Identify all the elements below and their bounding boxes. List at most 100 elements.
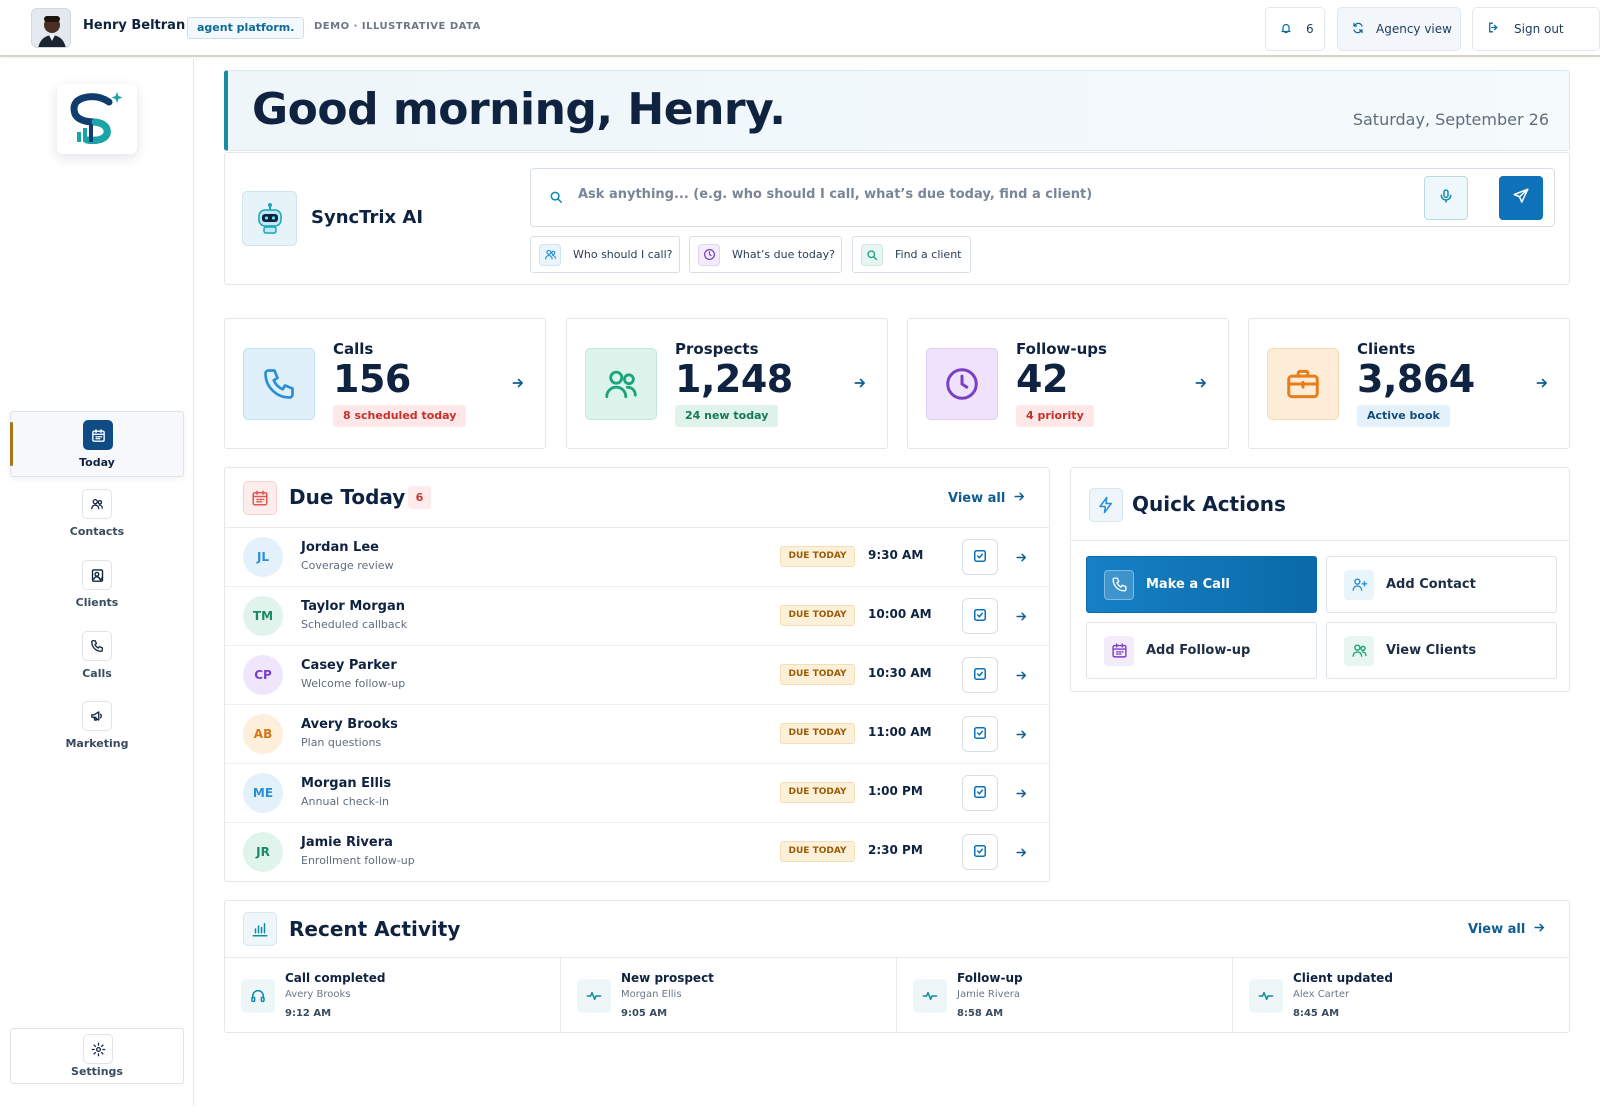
table-row[interactable]: CP Casey Parker Welcome follow-up DUE TO… — [225, 646, 1049, 705]
clock-icon — [926, 348, 998, 420]
users-icon — [539, 243, 561, 266]
table-row[interactable]: JL Jordan Lee Coverage review DUE TODAY … — [225, 528, 1049, 587]
due-time: 10:00 AM — [868, 607, 932, 621]
complete-task-button[interactable] — [962, 775, 998, 811]
sidebar-item-label: Today — [79, 456, 115, 469]
sidebar-item-label: Contacts — [69, 525, 125, 538]
table-row[interactable]: JR Jamie Rivera Enrollment follow-up DUE… — [225, 823, 1049, 881]
task-description: Enrollment follow-up — [301, 854, 415, 867]
agency-view-label: Agency view — [1376, 22, 1452, 36]
stat-label: Clients — [1357, 340, 1416, 358]
recent-activity-title: Recent Activity — [289, 917, 461, 941]
avatar: ME — [243, 773, 283, 813]
stat-card-prospects[interactable]: Prospects 1,248 24 new today — [566, 318, 888, 449]
arrow-right-icon — [511, 375, 525, 394]
chip-find-client[interactable]: Find a client — [852, 236, 971, 273]
sidebar-item-calls[interactable]: Calls — [10, 623, 184, 689]
view-clients-button[interactable]: View Clients — [1326, 622, 1557, 679]
task-description: Annual check-in — [301, 795, 389, 808]
due-today-panel: Due Today 6 View all JL Jordan Lee Cover… — [224, 467, 1050, 882]
complete-task-button[interactable] — [962, 539, 998, 575]
arrow-right-icon[interactable] — [1015, 608, 1028, 627]
pulse-icon — [577, 979, 611, 1013]
view-all-label: View all — [948, 491, 1006, 506]
user-name: Henry Beltran — [83, 18, 186, 33]
notifications-button[interactable]: 6 — [1265, 7, 1325, 51]
search-icon — [549, 189, 563, 208]
activity-item[interactable]: Call completed Avery Brooks 9:12 AM — [225, 958, 561, 1033]
phone-icon — [82, 631, 112, 661]
due-time: 11:00 AM — [868, 725, 932, 739]
task-description: Coverage review — [301, 559, 394, 572]
stat-value: 1,248 — [675, 357, 793, 401]
complete-task-button[interactable] — [962, 716, 998, 752]
table-row[interactable]: TM Taylor Morgan Scheduled callback DUE … — [225, 587, 1049, 646]
chip-who-to-call[interactable]: Who should I call? — [530, 236, 680, 273]
make-call-label: Make a Call — [1146, 577, 1230, 592]
recent-activity-header: Recent Activity View all — [225, 901, 1569, 958]
contact-name: Jordan Lee — [301, 540, 379, 555]
due-time: 1:00 PM — [868, 784, 923, 798]
assistant-panel: SyncTrix AI Who should I call? What’s du… — [224, 152, 1570, 285]
complete-task-button[interactable] — [962, 657, 998, 693]
arrow-right-icon[interactable] — [1015, 667, 1028, 686]
stat-label: Calls — [333, 340, 374, 358]
chip-label: What’s due today? — [732, 248, 835, 261]
megaphone-icon — [82, 701, 112, 731]
add-follow-up-button[interactable]: Add Follow-up — [1086, 622, 1317, 679]
arrow-right-icon[interactable] — [1015, 785, 1028, 804]
stat-badge: 4 priority — [1016, 405, 1094, 427]
status-badge: DUE TODAY — [780, 664, 855, 685]
checkbox-icon — [973, 725, 987, 744]
table-row[interactable]: ME Morgan Ellis Annual check-in DUE TODA… — [225, 764, 1049, 823]
chip-due-today[interactable]: What’s due today? — [689, 236, 842, 273]
avatar[interactable] — [31, 8, 71, 48]
arrow-right-icon — [1535, 375, 1549, 394]
top-bar: Henry Beltran agent platform. DEMO · ILL… — [0, 0, 1600, 57]
calendar-icon — [83, 420, 113, 450]
bell-icon — [1280, 22, 1292, 37]
send-button[interactable] — [1499, 176, 1543, 220]
activity-item[interactable]: New prospect Morgan Ellis 9:05 AM — [561, 958, 897, 1033]
add-contact-button[interactable]: Add Contact — [1326, 556, 1557, 613]
due-today-view-all-link[interactable]: View all — [948, 490, 1026, 507]
quick-actions-header: Quick Actions — [1071, 468, 1569, 541]
activity-label: Client updated — [1293, 971, 1393, 985]
sidebar-item-contacts[interactable]: Contacts — [10, 481, 184, 547]
app-logo[interactable] — [57, 84, 137, 154]
recent-activity-view-all-link[interactable]: View all — [1468, 921, 1546, 938]
sidebar-item-settings[interactable]: Settings — [10, 1028, 184, 1084]
activity-item[interactable]: Client updated Alex Carter 8:45 AM — [1233, 958, 1570, 1033]
make-call-button[interactable]: Make a Call — [1086, 556, 1317, 613]
add-user-icon — [1344, 569, 1374, 600]
chip-label: Find a client — [895, 248, 962, 261]
microphone-icon — [1438, 188, 1454, 208]
arrow-right-icon — [853, 375, 867, 394]
microphone-button[interactable] — [1424, 176, 1468, 220]
agency-view-button[interactable]: Agency view — [1337, 7, 1461, 51]
sign-out-button[interactable]: Sign out — [1472, 7, 1600, 51]
table-row[interactable]: AB Avery Brooks Plan questions DUE TODAY… — [225, 705, 1049, 764]
sidebar-item-marketing[interactable]: Marketing — [10, 693, 184, 759]
arrow-right-icon[interactable] — [1015, 726, 1028, 745]
sidebar-item-today[interactable]: Today — [10, 411, 184, 477]
assistant-query-input[interactable] — [578, 187, 1418, 202]
arrow-right-icon[interactable] — [1015, 844, 1028, 863]
avatar: JR — [243, 832, 283, 872]
stat-card-calls[interactable]: Calls 156 8 scheduled today — [224, 318, 546, 449]
search-icon — [861, 243, 883, 266]
stat-card-follow-ups[interactable]: Follow-ups 42 4 priority — [907, 318, 1229, 449]
complete-task-button[interactable] — [962, 598, 998, 634]
robot-icon — [242, 191, 297, 246]
arrow-right-icon — [1013, 490, 1026, 507]
logout-icon — [1487, 21, 1500, 37]
greeting-banner: Good morning, Henry. Saturday, September… — [224, 70, 1570, 151]
activity-item[interactable]: Follow-up Jamie Rivera 8:58 AM — [897, 958, 1233, 1033]
view-clients-label: View Clients — [1386, 643, 1477, 658]
stat-card-clients[interactable]: Clients 3,864 Active book — [1248, 318, 1570, 449]
complete-task-button[interactable] — [962, 834, 998, 870]
sidebar-item-clients[interactable]: Clients — [10, 552, 184, 618]
arrow-right-icon[interactable] — [1015, 549, 1028, 568]
view-all-label: View all — [1468, 922, 1526, 937]
current-date: Saturday, September 26 — [1352, 110, 1549, 129]
